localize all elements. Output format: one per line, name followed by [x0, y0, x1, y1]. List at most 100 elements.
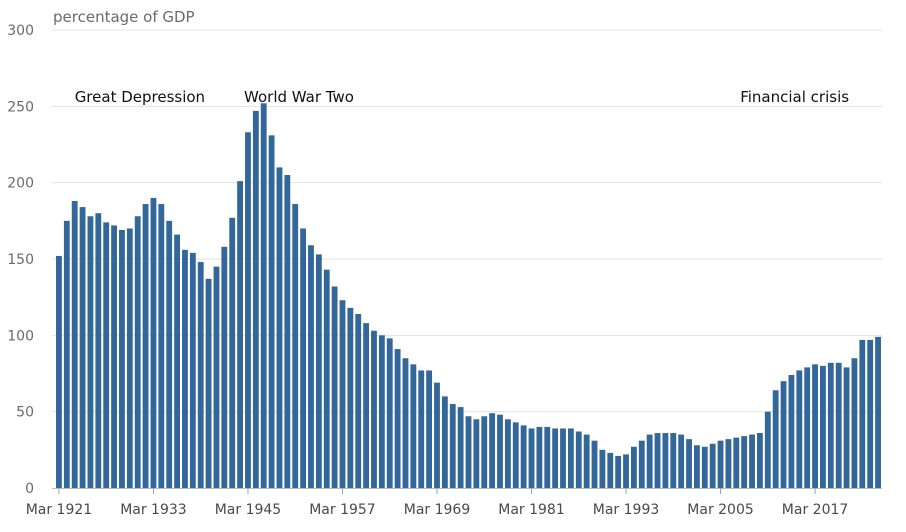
bar	[575, 431, 582, 488]
bar	[434, 382, 440, 488]
x-tick-label: Mar 1969	[404, 502, 471, 518]
x-tick-label: Mar 2017	[782, 502, 849, 518]
x-tick-label: Mar 1933	[120, 502, 187, 518]
bar	[827, 362, 834, 488]
bar	[363, 323, 370, 488]
bar	[268, 135, 275, 488]
y-tick-label: 200	[7, 176, 34, 192]
bar	[150, 197, 157, 488]
x-tick-label: Mar 1957	[309, 502, 376, 518]
bar	[867, 339, 874, 488]
bar	[182, 249, 188, 488]
bar	[599, 449, 606, 488]
bar	[638, 440, 645, 488]
bar	[504, 419, 511, 488]
bar	[197, 262, 204, 488]
annotation-label: Great Depression	[75, 88, 205, 106]
bar	[583, 434, 590, 488]
y-tick-labels: 0 50 100 150 200 250 300	[7, 23, 34, 497]
bar	[323, 269, 330, 488]
bar	[205, 278, 212, 488]
bar	[717, 440, 724, 488]
bar	[449, 404, 456, 488]
bar	[465, 416, 472, 488]
y-tick-label: 250	[7, 99, 34, 115]
bar	[820, 365, 826, 488]
bar	[772, 390, 779, 488]
bar	[71, 200, 78, 489]
bar	[796, 370, 803, 488]
annotation-label: World War Two	[244, 88, 354, 106]
bar	[119, 229, 125, 489]
bar	[371, 330, 377, 488]
bar	[126, 228, 133, 488]
bar	[189, 252, 196, 488]
bar	[473, 419, 480, 488]
bar	[56, 255, 62, 488]
bar	[402, 358, 409, 488]
bar	[315, 254, 322, 488]
bar	[331, 286, 338, 488]
bar	[544, 426, 551, 488]
bar	[741, 436, 748, 488]
bar	[607, 452, 614, 488]
bar	[536, 426, 543, 488]
x-tick-labels: Mar 1921 Mar 1933 Mar 1945 Mar 1957 Mar 1969…	[26, 488, 849, 518]
x-tick-label: Mar 1921	[26, 502, 93, 518]
bar	[591, 440, 598, 488]
bar	[237, 181, 244, 488]
bar	[134, 216, 141, 488]
x-tick-label: Mar 1981	[498, 502, 565, 518]
bar	[749, 434, 755, 488]
y-tick-label: 300	[7, 23, 34, 39]
bar	[804, 367, 811, 488]
bar	[394, 349, 401, 488]
bar	[441, 396, 448, 488]
bar	[111, 225, 117, 488]
bar	[733, 437, 740, 488]
bar	[229, 217, 236, 488]
bar	[103, 222, 110, 489]
bar	[851, 358, 858, 488]
bar	[552, 428, 559, 488]
bar	[646, 434, 653, 488]
y-tick-label: 100	[7, 328, 34, 344]
bar	[623, 454, 629, 488]
bar	[355, 313, 362, 488]
x-tick-label: Mar 1993	[593, 502, 660, 518]
bar	[284, 175, 291, 488]
bar	[662, 433, 669, 488]
bar	[630, 446, 637, 488]
bar	[512, 422, 519, 488]
bar	[347, 307, 354, 488]
bar	[812, 364, 818, 488]
bar	[339, 300, 346, 488]
bar	[694, 445, 700, 488]
bar	[213, 266, 220, 488]
bar	[292, 204, 299, 489]
bar	[780, 381, 787, 488]
bars	[56, 103, 881, 489]
bar	[481, 416, 488, 488]
bar	[709, 443, 716, 488]
bar	[615, 455, 622, 488]
annotations: Great Depression World War Two Financial c…	[75, 88, 850, 106]
bar	[174, 234, 180, 488]
bar	[142, 204, 149, 489]
bar	[308, 245, 314, 488]
bar	[378, 335, 385, 488]
bar	[859, 339, 866, 488]
bar	[158, 204, 165, 489]
bar	[875, 336, 881, 488]
bar	[528, 428, 535, 488]
bar	[252, 110, 259, 488]
bar	[520, 425, 527, 488]
bar	[788, 375, 795, 488]
bar	[79, 207, 86, 488]
bar	[725, 439, 732, 488]
bar	[670, 433, 677, 488]
bar	[276, 167, 283, 488]
bar	[166, 220, 173, 488]
y-axis-label: percentage of GDP	[53, 8, 195, 26]
